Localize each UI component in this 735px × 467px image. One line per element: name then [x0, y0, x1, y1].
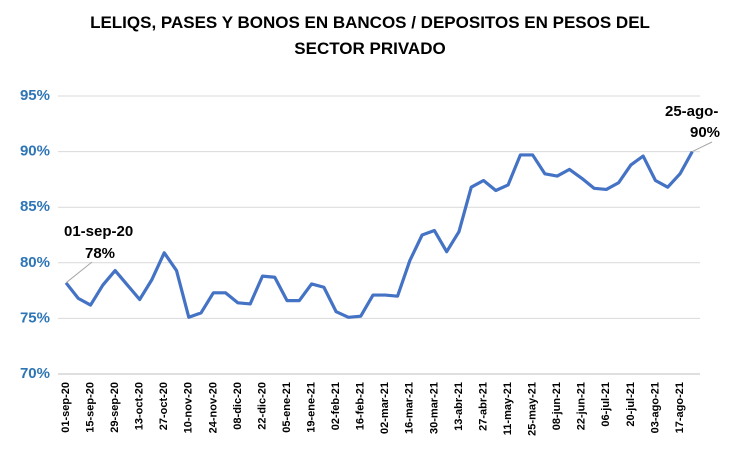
y-tick-label: 70% [20, 365, 50, 382]
y-tick-label: 85% [20, 198, 50, 215]
x-tick-label: 10-nov-20 [183, 382, 195, 433]
y-tick-label: 90% [20, 143, 50, 160]
x-tick-label: 15-sep-20 [84, 382, 96, 433]
x-tick-label: 08-dic-20 [232, 382, 244, 430]
x-tick-label: 08-jun-21 [551, 382, 563, 430]
y-tick-label: 95% [20, 87, 50, 104]
x-tick-label: 25-may-21 [527, 382, 539, 436]
data-line [64, 150, 694, 319]
x-tick-label: 27-abr-21 [477, 382, 489, 431]
x-tick-label: 02-mar-21 [379, 382, 391, 434]
x-tick-label: 05-ene-21 [281, 382, 293, 433]
annotation-leader [65, 261, 93, 284]
x-tick-label: 13-abr-21 [453, 382, 465, 431]
x-tick-label: 19-ene-21 [306, 382, 318, 433]
chart-title: LELIQS, PASES Y BONOS EN BANCOS / DEPOSI… [90, 13, 650, 58]
annotation: 78% [85, 245, 115, 262]
x-tick-label: 24-nov-20 [207, 382, 219, 433]
x-tick-label: 20-jul-21 [625, 382, 637, 427]
x-tick-label: 27-oct-20 [158, 382, 170, 430]
x-tick-label: 13-oct-20 [134, 382, 146, 430]
x-tick-label: 17-ago-21 [674, 382, 686, 433]
annotation: 25-ago- [665, 103, 718, 120]
x-tick-label: 30-mar-21 [428, 382, 440, 434]
x-tick-label: 16-mar-21 [404, 382, 416, 434]
x-tick-label: 11-may-21 [502, 382, 514, 435]
x-tick-label: 01-sep-20 [60, 382, 72, 433]
x-tick-label: 16-feb-21 [355, 382, 367, 430]
x-tick-label: 22-jun-21 [576, 382, 588, 430]
x-tick-label: 22-dic-20 [256, 382, 268, 430]
annotation-leader [692, 141, 713, 153]
x-tick-label: 02-feb-21 [330, 382, 342, 430]
annotation: 01-sep-20 [64, 223, 133, 240]
x-tick-label: 29-sep-20 [109, 382, 121, 433]
x-tick-label: 03-ago-21 [649, 382, 661, 433]
y-tick-label: 75% [20, 309, 50, 326]
x-tick-label: 06-jul-21 [600, 382, 612, 427]
y-tick-label: 80% [20, 254, 50, 271]
annotation: 90% [690, 124, 720, 141]
